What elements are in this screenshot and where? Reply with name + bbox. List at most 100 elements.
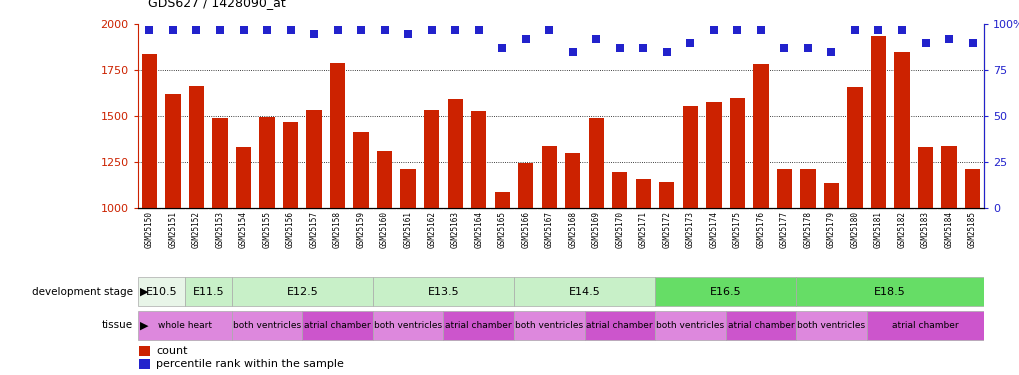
Bar — [866, 310, 983, 340]
Point — [775, 45, 792, 51]
Text: tissue: tissue — [101, 320, 132, 330]
Text: GSM25181: GSM25181 — [873, 211, 882, 248]
Text: GSM25166: GSM25166 — [521, 211, 530, 248]
Point — [470, 27, 486, 33]
Text: GSM25174: GSM25174 — [708, 211, 717, 248]
Point — [705, 27, 721, 33]
Point — [329, 27, 345, 33]
Bar — [373, 310, 443, 340]
Bar — [894, 52, 909, 208]
Bar — [231, 277, 373, 306]
Point — [940, 36, 956, 42]
Text: GSM25152: GSM25152 — [192, 211, 201, 248]
Text: GSM25176: GSM25176 — [756, 211, 764, 248]
Point — [916, 40, 932, 46]
Point — [565, 49, 581, 55]
Text: GSM25172: GSM25172 — [661, 211, 671, 248]
Point — [658, 49, 675, 55]
Point — [799, 45, 815, 51]
Point — [517, 36, 533, 42]
Bar — [302, 310, 373, 340]
Point — [259, 27, 275, 33]
Text: GSM25168: GSM25168 — [568, 211, 577, 248]
Bar — [138, 277, 184, 306]
Point — [423, 27, 439, 33]
Text: E18.5: E18.5 — [873, 286, 905, 297]
Text: both ventricles: both ventricles — [515, 321, 583, 330]
Text: GSM25153: GSM25153 — [215, 211, 224, 248]
Point — [729, 27, 745, 33]
Text: E13.5: E13.5 — [427, 286, 459, 297]
Point — [963, 40, 979, 46]
Point — [189, 27, 205, 33]
Bar — [235, 147, 251, 208]
Bar — [231, 310, 302, 340]
Point — [540, 27, 556, 33]
Text: both ventricles: both ventricles — [374, 321, 442, 330]
Bar — [964, 169, 979, 208]
Text: ▶: ▶ — [140, 286, 148, 297]
Text: GSM25161: GSM25161 — [404, 211, 413, 248]
Text: GSM25154: GSM25154 — [238, 211, 248, 248]
Bar — [259, 117, 274, 208]
Text: GSM25150: GSM25150 — [145, 211, 154, 248]
Text: GSM25184: GSM25184 — [944, 211, 953, 248]
Text: development stage: development stage — [32, 286, 132, 297]
Text: GSM25173: GSM25173 — [685, 211, 694, 248]
Bar — [654, 277, 796, 306]
Bar — [373, 277, 514, 306]
Text: GSM25156: GSM25156 — [285, 211, 294, 248]
Text: ▶: ▶ — [140, 320, 148, 330]
Bar — [796, 277, 983, 306]
Text: GSM25171: GSM25171 — [638, 211, 647, 248]
Point — [399, 31, 416, 37]
Bar — [729, 98, 744, 208]
Bar — [870, 36, 886, 208]
Bar — [588, 118, 603, 208]
Bar — [658, 182, 674, 208]
Bar — [611, 172, 627, 208]
Bar — [494, 192, 510, 208]
Text: GSM25183: GSM25183 — [920, 211, 929, 248]
Bar — [140, 359, 150, 369]
Text: atrial chamber: atrial chamber — [304, 321, 371, 330]
Text: GSM25182: GSM25182 — [897, 211, 906, 248]
Bar — [705, 102, 720, 208]
Text: E11.5: E11.5 — [193, 286, 224, 297]
Text: GSM25157: GSM25157 — [310, 211, 318, 248]
Point — [822, 49, 839, 55]
Point — [869, 27, 886, 33]
Bar — [941, 146, 956, 208]
Bar — [565, 153, 580, 208]
Text: GSM25180: GSM25180 — [850, 211, 859, 248]
Bar — [165, 94, 180, 208]
Point — [353, 27, 369, 33]
Point — [635, 45, 651, 51]
Point — [306, 31, 322, 37]
Text: E16.5: E16.5 — [709, 286, 741, 297]
Point — [893, 27, 909, 33]
Text: both ventricles: both ventricles — [797, 321, 865, 330]
Point — [493, 45, 510, 51]
Text: both ventricles: both ventricles — [655, 321, 723, 330]
Bar — [800, 169, 815, 208]
Bar — [447, 99, 463, 208]
Text: GSM25158: GSM25158 — [333, 211, 341, 248]
Point — [682, 40, 698, 46]
Bar — [306, 110, 321, 208]
Bar — [329, 63, 344, 208]
Bar — [400, 169, 416, 208]
Bar — [377, 151, 392, 208]
Bar — [847, 87, 862, 208]
Point — [282, 27, 299, 33]
Bar — [471, 111, 486, 208]
Bar — [443, 310, 514, 340]
Point — [611, 45, 628, 51]
Text: GSM25179: GSM25179 — [826, 211, 836, 248]
Bar — [776, 169, 792, 208]
Text: GSM25177: GSM25177 — [780, 211, 788, 248]
Bar — [514, 310, 584, 340]
Point — [446, 27, 463, 33]
Bar — [184, 277, 231, 306]
Point — [846, 27, 862, 33]
